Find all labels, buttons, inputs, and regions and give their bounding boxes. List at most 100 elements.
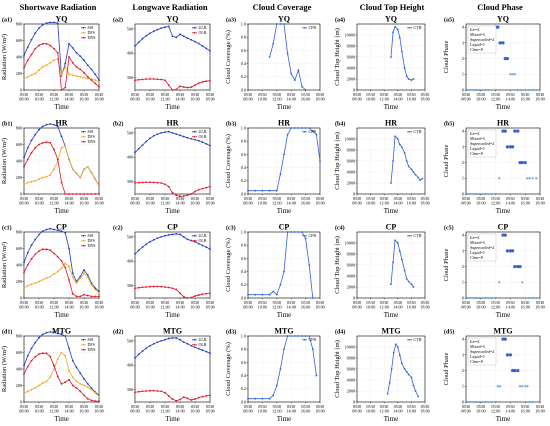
data-point	[86, 64, 89, 67]
phase-point	[487, 192, 490, 196]
panel-tag: (d4)	[335, 329, 345, 336]
data-point	[26, 59, 29, 62]
legend-label: Ice=4	[470, 27, 479, 32]
data-point	[156, 341, 159, 344]
data-point	[90, 283, 93, 286]
data-point	[201, 141, 204, 144]
x-tick-label: 0530	[394, 92, 402, 97]
x-tick-label: 16:00	[407, 305, 417, 310]
x-tick-label: 0530	[301, 404, 309, 409]
data-point	[75, 282, 78, 285]
x-tick-label: 12:00	[491, 409, 501, 414]
data-point	[49, 227, 52, 230]
x-tick-label: 0530	[536, 92, 544, 97]
legend-label: CFR	[309, 25, 317, 30]
data-point	[160, 390, 163, 393]
y-tick-label: 0.2	[241, 178, 246, 183]
legend-label: Ice=4	[470, 131, 479, 136]
x-tick-label: 08:00	[19, 305, 29, 310]
data-point	[45, 331, 48, 334]
y-tick-label: 0.8	[241, 139, 246, 144]
legend-label: OLR	[199, 30, 207, 35]
data-point	[179, 85, 181, 88]
data-point	[403, 368, 406, 370]
legend-label: CTH	[414, 25, 422, 30]
panel-tag: (d3)	[226, 329, 236, 336]
data-point	[164, 131, 166, 134]
legend-label: DNS	[88, 347, 96, 352]
plot-frame	[465, 231, 541, 299]
data-point	[45, 248, 48, 251]
y-tick-label: 500	[127, 338, 133, 343]
x-tick-label: 0530	[394, 196, 402, 201]
data-point	[254, 189, 257, 192]
data-point	[26, 146, 29, 149]
x-tick-label: 16:00	[190, 97, 200, 102]
y-tick-label: 4000	[347, 273, 355, 278]
data-point	[272, 394, 275, 397]
phase-point	[503, 129, 507, 133]
data-point	[23, 287, 25, 289]
x-tick-label: 0530	[273, 92, 281, 97]
data-point	[149, 344, 151, 347]
panel-title: YQ	[167, 15, 179, 24]
x-tick-label: 0530	[258, 196, 266, 201]
phase-point	[478, 296, 481, 300]
data-point	[145, 181, 148, 184]
panel-b1: 0200400600800053008:00053010:00053012:00…	[1, 119, 104, 216]
data-point	[71, 168, 74, 171]
data-point	[53, 331, 55, 334]
phase-point	[516, 88, 519, 92]
x-tick-label: 0530	[380, 92, 388, 97]
x-tick-label: 0530	[477, 404, 485, 409]
x-tick-label: 10:00	[258, 409, 268, 414]
data-point	[247, 397, 249, 400]
data-point	[398, 36, 401, 39]
column-title: Shortwave Radiation	[20, 2, 97, 12]
data-point	[141, 144, 144, 147]
x-axis-label: Time	[54, 415, 69, 423]
panel-d3: 0.00.20.40.60.81.0053008:00053010:000530…	[225, 327, 325, 424]
y-tick-label: 0	[353, 191, 355, 196]
phase-point	[501, 41, 505, 45]
legend-marker	[303, 235, 306, 237]
phase-point	[484, 400, 487, 404]
data-point	[197, 82, 200, 85]
y-axis-label: Radiation (W/m²)	[1, 34, 8, 80]
data-point	[30, 53, 33, 56]
y-tick-label: 0	[462, 295, 464, 300]
legend-label: Clear=0	[470, 359, 483, 364]
data-point	[83, 269, 85, 271]
x-tick-label: 16:00	[79, 201, 89, 206]
data-point	[83, 193, 85, 195]
x-tick-label: 18:00	[94, 409, 104, 414]
y-tick-label: 800	[16, 333, 22, 338]
data-point	[145, 390, 148, 392]
x-tick-label: 0530	[206, 404, 214, 409]
panel-b3: 0.00.20.40.60.81.0053008:00053010:000530…	[225, 119, 325, 216]
phase-point	[498, 281, 501, 284]
data-point	[34, 32, 37, 34]
legend-label: Clear=0	[470, 47, 483, 52]
y-axis-label: Radiation (W/m²)	[1, 138, 8, 184]
data-point	[23, 373, 25, 375]
data-point	[201, 349, 204, 352]
data-point	[134, 253, 136, 255]
y-tick-label: 10000	[345, 240, 355, 245]
x-tick-label: 12:00	[491, 201, 501, 206]
data-point	[167, 130, 170, 133]
panel-title: MTG	[163, 327, 182, 336]
panel-tag: (a1)	[2, 17, 12, 24]
x-tick-label: 18:00	[94, 201, 104, 206]
data-point	[134, 391, 136, 394]
y-tick-label: 500	[127, 234, 133, 239]
phase-point	[475, 296, 478, 300]
data-point	[152, 342, 155, 345]
phase-point	[511, 145, 515, 149]
data-point	[156, 390, 159, 392]
phase-point	[496, 385, 499, 388]
y-tick-label: 1.0	[241, 229, 246, 234]
data-point	[23, 261, 25, 264]
y-tick-label: 0.0	[241, 295, 246, 300]
